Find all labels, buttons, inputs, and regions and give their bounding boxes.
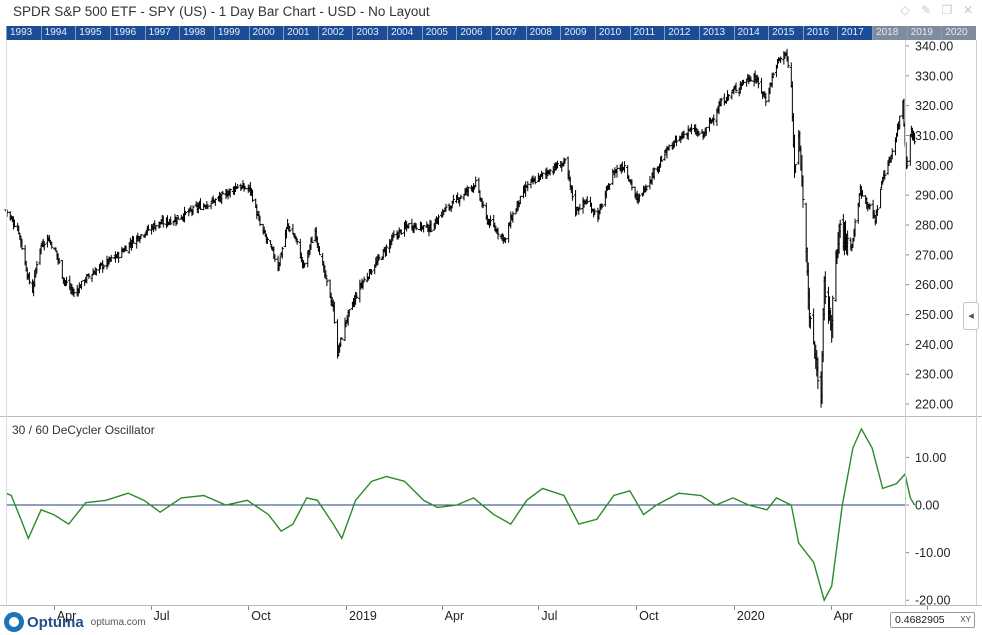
osc-tick-label: -10.00	[915, 546, 950, 560]
logo-url: optuma.com	[90, 616, 146, 628]
year-2000[interactable]: 2000	[248, 26, 284, 40]
year-1999[interactable]: 1999	[213, 26, 249, 40]
year-2002[interactable]: 2002	[317, 26, 353, 40]
year-2005[interactable]: 2005	[421, 26, 457, 40]
year-1994[interactable]: 1994	[40, 26, 76, 40]
price-tick-label: 340.00	[915, 40, 953, 53]
date-axis-tick	[636, 606, 638, 610]
value-readout-number: 0.4682905	[895, 614, 945, 626]
price-tick-label: 280.00	[915, 219, 953, 233]
chart-title: SPDR S&P 500 ETF - SPY (US) - 1 Day Bar …	[13, 4, 430, 19]
year-1997[interactable]: 1997	[144, 26, 180, 40]
price-tick-label: 330.00	[915, 69, 953, 83]
date-axis-tick	[927, 606, 929, 610]
date-axis-tick	[346, 606, 348, 610]
year-2019[interactable]: 2019	[906, 26, 942, 40]
price-tick-label: 230.00	[915, 368, 953, 382]
year-2016[interactable]: 2016	[802, 26, 838, 40]
year-2003[interactable]: 2003	[352, 26, 387, 40]
price-tick-label: 240.00	[915, 338, 953, 352]
date-axis-label: Oct	[639, 609, 659, 623]
year-2015[interactable]: 2015	[768, 26, 803, 40]
price-tick-label: 320.00	[915, 99, 953, 113]
osc-tick-label: 0.00	[915, 499, 939, 513]
year-1998[interactable]: 1998	[179, 26, 214, 40]
diamond-icon[interactable]: ◇	[900, 3, 910, 17]
date-axis-label: Jul	[541, 609, 558, 623]
year-2014[interactable]: 2014	[733, 26, 769, 40]
date-axis-tick	[538, 606, 540, 610]
date-axis-label: Oct	[251, 609, 271, 623]
year-2010[interactable]: 2010	[594, 26, 630, 40]
price-tick-label: 310.00	[915, 129, 953, 143]
year-1996[interactable]: 1996	[109, 26, 145, 40]
readout-mode[interactable]: XY	[960, 615, 971, 624]
year-2017[interactable]: 2017	[837, 26, 872, 40]
year-2006[interactable]: 2006	[456, 26, 491, 40]
chart-area[interactable]: 220.00 230.00 240.00 250.00 260.00 270.00 280.…	[0, 40, 982, 606]
date-axis-label: Apr	[56, 609, 77, 623]
date-axis-label: 2020	[736, 609, 765, 623]
date-axis-label: 2019	[349, 609, 377, 623]
date-axis-label: Apr	[833, 609, 854, 623]
year-2013[interactable]: 2013	[698, 26, 734, 40]
logo-text: Optuma	[27, 613, 84, 631]
title-bar: SPDR S&P 500 ETF - SPY (US) - 1 Day Bar …	[0, 0, 982, 25]
year-2004[interactable]: 2004	[387, 26, 422, 40]
date-axis-label: Apr	[444, 609, 465, 623]
expand-panel-handle[interactable]: ◂	[963, 302, 979, 330]
price-tick-label: 220.00	[915, 398, 953, 412]
date-axis-tick	[248, 606, 250, 610]
price-tick-label: 260.00	[915, 278, 953, 292]
window-controls: ◇ ✎ ❐ ✕	[899, 3, 974, 17]
year-2001[interactable]: 2001	[283, 26, 318, 40]
date-axis-tick	[830, 606, 832, 610]
year-2011[interactable]: 2011	[629, 26, 665, 40]
date-axis-tick	[733, 606, 735, 610]
price-tick-label: 300.00	[915, 159, 953, 173]
year-2008[interactable]: 2008	[525, 26, 561, 40]
oscillator-pane: -20.00 -10.00 0.00 10.00	[5, 427, 950, 606]
footer: Optuma optuma.com Apr Jul Oct 2019 Apr Jul Oct…	[0, 606, 982, 635]
date-axis-tick	[150, 606, 152, 610]
osc-tick-label: -20.00	[915, 594, 950, 606]
close-icon[interactable]: ✕	[962, 3, 974, 17]
price-tick-label: 270.00	[915, 248, 953, 262]
price-pane-bg	[0, 40, 982, 416]
osc-tick-label: 10.00	[915, 451, 946, 465]
date-axis-tick	[53, 606, 55, 610]
year-2012[interactable]: 2012	[664, 26, 699, 40]
price-tick-label: 250.00	[915, 308, 953, 322]
year-2009[interactable]: 2009	[560, 26, 595, 40]
year-1995[interactable]: 1995	[75, 26, 110, 40]
optuma-logo-icon	[4, 612, 24, 632]
price-pane: 220.00 230.00 240.00 250.00 260.00 270.00 280.…	[0, 40, 982, 416]
pin-icon[interactable]: ✎	[920, 3, 932, 17]
year-navigator[interactable]: 1993 1994 1995 1996 1997 1998 1999 2000 2001 2002…	[6, 26, 976, 40]
year-2018[interactable]: 2018	[872, 26, 907, 40]
year-2020[interactable]: 2020	[941, 26, 976, 40]
year-2007[interactable]: 2007	[491, 26, 526, 40]
date-axis-tick	[441, 606, 443, 610]
date-axis-label: Jul	[153, 609, 170, 623]
year-1993[interactable]: 1993	[6, 26, 41, 40]
optuma-logo[interactable]: Optuma optuma.com	[4, 612, 146, 632]
oscillator-title: 30 / 60 DeCycler Oscillator	[12, 423, 155, 437]
price-bars	[4, 48, 917, 408]
value-readout[interactable]: 0.4682905 XY	[890, 612, 975, 628]
price-tick-label: 290.00	[915, 189, 953, 203]
decycler-oscillator-line	[5, 427, 916, 603]
restore-icon[interactable]: ❐	[941, 3, 953, 17]
